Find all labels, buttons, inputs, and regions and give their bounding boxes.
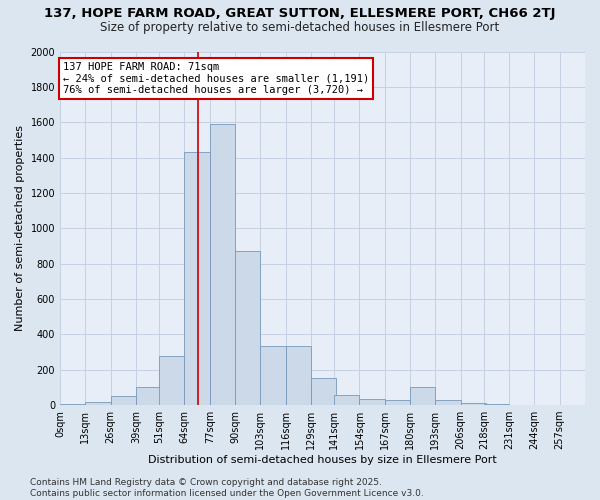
Bar bbox=[136, 388, 161, 405]
Text: Size of property relative to semi-detached houses in Ellesmere Port: Size of property relative to semi-detach… bbox=[100, 21, 500, 34]
Bar bbox=[410, 388, 435, 405]
Bar bbox=[334, 396, 359, 405]
X-axis label: Distribution of semi-detached houses by size in Ellesmere Port: Distribution of semi-detached houses by … bbox=[148, 455, 497, 465]
Bar bbox=[286, 346, 311, 405]
Bar bbox=[235, 252, 260, 405]
Text: 137, HOPE FARM ROAD, GREAT SUTTON, ELLESMERE PORT, CH66 2TJ: 137, HOPE FARM ROAD, GREAT SUTTON, ELLES… bbox=[44, 8, 556, 20]
Bar bbox=[359, 399, 385, 405]
Bar bbox=[461, 404, 486, 405]
Bar bbox=[85, 402, 110, 405]
Bar bbox=[184, 152, 210, 405]
Bar bbox=[260, 346, 286, 405]
Bar bbox=[435, 400, 461, 405]
Bar bbox=[484, 404, 509, 405]
Bar bbox=[110, 396, 136, 405]
Bar bbox=[60, 404, 85, 405]
Text: Contains HM Land Registry data © Crown copyright and database right 2025.
Contai: Contains HM Land Registry data © Crown c… bbox=[30, 478, 424, 498]
Bar bbox=[311, 378, 336, 405]
Bar bbox=[159, 356, 184, 405]
Text: 137 HOPE FARM ROAD: 71sqm
← 24% of semi-detached houses are smaller (1,191)
76% : 137 HOPE FARM ROAD: 71sqm ← 24% of semi-… bbox=[63, 62, 369, 96]
Bar bbox=[385, 400, 410, 405]
Bar bbox=[210, 124, 235, 405]
Y-axis label: Number of semi-detached properties: Number of semi-detached properties bbox=[15, 126, 25, 332]
